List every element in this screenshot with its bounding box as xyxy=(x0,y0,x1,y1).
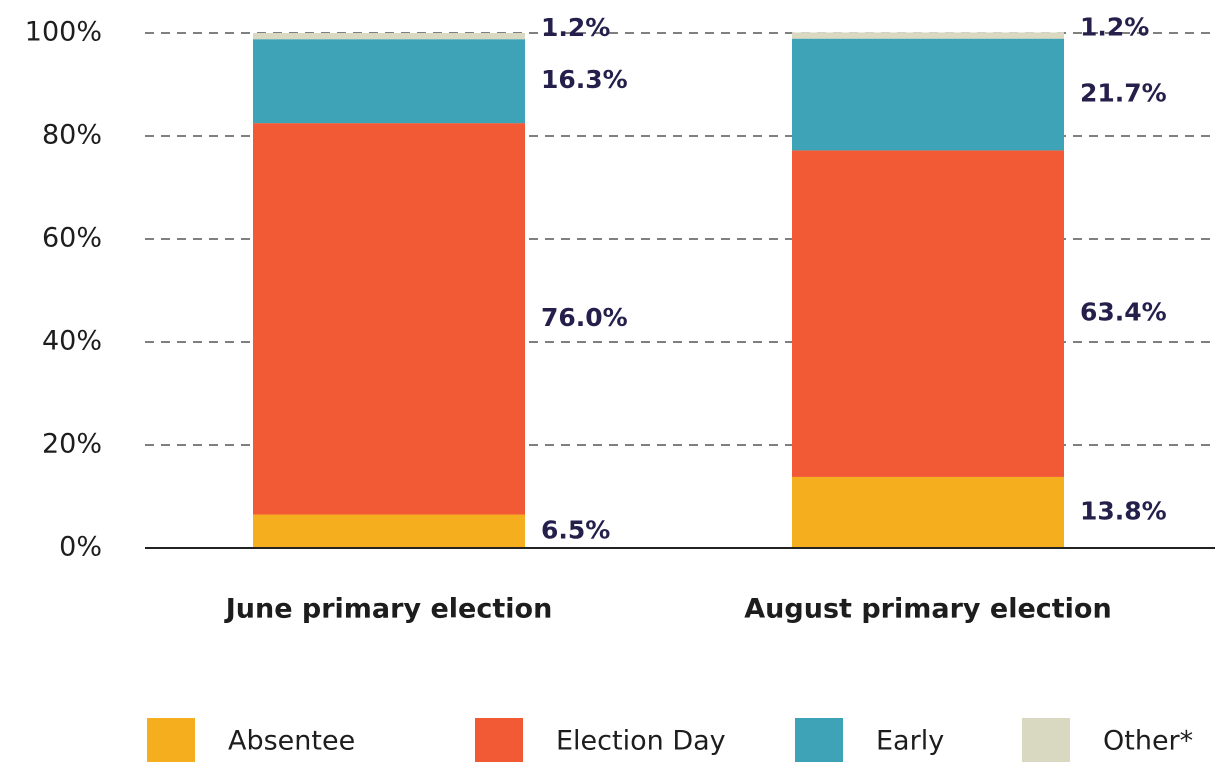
value-label: 76.0% xyxy=(541,303,628,332)
y-tick-label: 60% xyxy=(42,223,102,254)
value-label: 63.4% xyxy=(1080,298,1167,327)
legend-label: Other* xyxy=(1103,726,1193,757)
value-label: 6.5% xyxy=(541,515,610,544)
y-tick-label: 0% xyxy=(59,532,102,563)
y-tick-label: 20% xyxy=(42,429,102,460)
legend-swatch xyxy=(795,718,843,762)
value-label: 13.8% xyxy=(1080,496,1167,525)
legend-swatch xyxy=(147,718,195,762)
value-label: 16.3% xyxy=(541,65,628,94)
legend-swatch xyxy=(1022,718,1070,762)
legend-label: Early xyxy=(876,726,944,757)
y-tick-label: 80% xyxy=(42,120,102,151)
bar-segment xyxy=(253,39,525,124)
x-tick-label: August primary election xyxy=(744,594,1111,625)
bar-segment xyxy=(253,514,525,548)
x-tick-label: June primary election xyxy=(224,594,553,625)
bar-segment xyxy=(792,38,1064,151)
bar-segment xyxy=(792,150,1064,477)
bar-segment xyxy=(253,123,525,515)
y-tick-label: 40% xyxy=(42,326,102,357)
legend-label: Absentee xyxy=(228,726,355,757)
value-label: 1.2% xyxy=(1080,12,1149,41)
y-tick-label: 100% xyxy=(25,17,102,48)
legend-label: Election Day xyxy=(556,726,726,757)
value-label: 21.7% xyxy=(1080,79,1167,108)
value-label: 1.2% xyxy=(541,13,610,42)
bar-segment xyxy=(792,476,1064,548)
bar-segment xyxy=(792,32,1064,39)
bar-segment xyxy=(253,33,525,40)
legend-swatch xyxy=(475,718,523,762)
